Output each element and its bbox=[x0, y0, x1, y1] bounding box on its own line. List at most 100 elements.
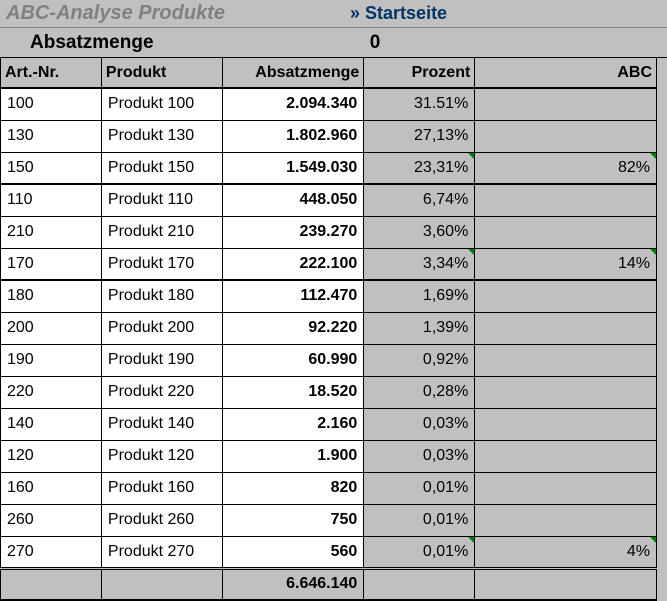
cell-prozent[interactable]: 1,69% bbox=[364, 280, 475, 312]
cell-abc[interactable] bbox=[475, 184, 657, 216]
cell-abc[interactable] bbox=[475, 344, 657, 376]
cell-prozent[interactable]: 27,13% bbox=[364, 120, 475, 152]
cell-abc[interactable] bbox=[475, 440, 657, 472]
cell-prozent[interactable]: 6,74% bbox=[364, 184, 475, 216]
cell-prozent[interactable]: 3,60% bbox=[364, 216, 475, 248]
table-row[interactable]: 100Produkt 1002.094.34031.51% bbox=[1, 88, 657, 120]
cell-menge[interactable]: 1.802.960 bbox=[223, 120, 364, 152]
cell-art[interactable]: 270 bbox=[1, 536, 102, 568]
table-row[interactable]: 130Produkt 1301.802.96027,13% bbox=[1, 120, 657, 152]
cell-abc[interactable] bbox=[475, 472, 657, 504]
cell-art[interactable]: 210 bbox=[1, 216, 102, 248]
cell-prozent[interactable]: 3,34% bbox=[364, 248, 475, 280]
cell-produkt[interactable]: Produkt 210 bbox=[101, 216, 222, 248]
cell-produkt[interactable]: Produkt 260 bbox=[101, 504, 222, 536]
table-row[interactable]: 150Produkt 1501.549.03023,31%82% bbox=[1, 152, 657, 184]
cell-produkt[interactable]: Produkt 200 bbox=[101, 312, 222, 344]
cell-art[interactable]: 180 bbox=[1, 280, 102, 312]
cell-prozent[interactable]: 23,31% bbox=[364, 152, 475, 184]
cell-menge[interactable]: 750 bbox=[223, 504, 364, 536]
cell-abc[interactable] bbox=[475, 88, 657, 120]
cell-menge[interactable]: 60.990 bbox=[223, 344, 364, 376]
table-row[interactable]: 170Produkt 170222.1003,34%14% bbox=[1, 248, 657, 280]
cell-art[interactable]: 130 bbox=[1, 120, 102, 152]
table-row[interactable]: 110Produkt 110448.0506,74% bbox=[1, 184, 657, 216]
cell-abc[interactable] bbox=[475, 280, 657, 312]
cell-prozent[interactable]: 0,28% bbox=[364, 376, 475, 408]
cell-prozent[interactable]: 0,01% bbox=[364, 472, 475, 504]
cell-menge[interactable]: 222.100 bbox=[223, 248, 364, 280]
cell-menge[interactable]: 2.160 bbox=[223, 408, 364, 440]
col-header-menge[interactable]: Absatzmenge bbox=[223, 58, 364, 88]
cell-menge[interactable]: 18.520 bbox=[223, 376, 364, 408]
cell-art[interactable]: 200 bbox=[1, 312, 102, 344]
table-row[interactable]: 180Produkt 180112.4701,69% bbox=[1, 280, 657, 312]
cell-menge[interactable]: 1.900 bbox=[223, 440, 364, 472]
cell-produkt[interactable]: Produkt 170 bbox=[101, 248, 222, 280]
table-row[interactable]: 270Produkt 2705600,01%4% bbox=[1, 536, 657, 568]
table-row[interactable]: 210Produkt 210239.2703,60% bbox=[1, 216, 657, 248]
cell-produkt[interactable]: Produkt 270 bbox=[101, 536, 222, 568]
cell-prozent[interactable]: 1,39% bbox=[364, 312, 475, 344]
table-row[interactable]: 160Produkt 1608200,01% bbox=[1, 472, 657, 504]
cell-produkt[interactable]: Produkt 120 bbox=[101, 440, 222, 472]
col-header-produkt[interactable]: Produkt bbox=[101, 58, 222, 88]
cell-art[interactable]: 160 bbox=[1, 472, 102, 504]
abc-table: Art.-Nr. Produkt Absatzmenge Prozent ABC… bbox=[0, 58, 657, 601]
subheader-value: 0 bbox=[355, 32, 395, 54]
cell-art[interactable]: 170 bbox=[1, 248, 102, 280]
col-header-art[interactable]: Art.-Nr. bbox=[1, 58, 102, 88]
cell-abc[interactable] bbox=[475, 376, 657, 408]
table-row[interactable]: 260Produkt 2607500,01% bbox=[1, 504, 657, 536]
cell-produkt[interactable]: Produkt 100 bbox=[101, 88, 222, 120]
cell-menge[interactable]: 448.050 bbox=[223, 184, 364, 216]
table-row[interactable]: 220Produkt 22018.5200,28% bbox=[1, 376, 657, 408]
cell-menge[interactable]: 820 bbox=[223, 472, 364, 504]
cell-abc[interactable] bbox=[475, 216, 657, 248]
cell-menge[interactable]: 112.470 bbox=[223, 280, 364, 312]
col-header-abc[interactable]: ABC bbox=[475, 58, 657, 88]
cell-abc[interactable] bbox=[475, 504, 657, 536]
table-row[interactable]: 140Produkt 1402.1600,03% bbox=[1, 408, 657, 440]
cell-prozent[interactable]: 0,01% bbox=[364, 504, 475, 536]
cell-produkt[interactable]: Produkt 130 bbox=[101, 120, 222, 152]
cell-prozent[interactable]: 0,01% bbox=[364, 536, 475, 568]
table-row[interactable]: 120Produkt 1201.9000,03% bbox=[1, 440, 657, 472]
home-link-label: Startseite bbox=[365, 3, 447, 23]
cell-menge[interactable]: 239.270 bbox=[223, 216, 364, 248]
cell-art[interactable]: 260 bbox=[1, 504, 102, 536]
home-link[interactable]: » Startseite bbox=[340, 3, 447, 24]
cell-art[interactable]: 150 bbox=[1, 152, 102, 184]
table-header-row: Art.-Nr. Produkt Absatzmenge Prozent ABC bbox=[1, 58, 657, 88]
col-header-prozent[interactable]: Prozent bbox=[364, 58, 475, 88]
cell-abc[interactable] bbox=[475, 120, 657, 152]
cell-abc[interactable]: 4% bbox=[475, 536, 657, 568]
cell-produkt[interactable]: Produkt 110 bbox=[101, 184, 222, 216]
cell-art[interactable]: 190 bbox=[1, 344, 102, 376]
cell-prozent[interactable]: 0,03% bbox=[364, 408, 475, 440]
cell-menge[interactable]: 92.220 bbox=[223, 312, 364, 344]
cell-prozent[interactable]: 0,03% bbox=[364, 440, 475, 472]
cell-menge[interactable]: 2.094.340 bbox=[223, 88, 364, 120]
cell-abc[interactable]: 82% bbox=[475, 152, 657, 184]
cell-art[interactable]: 110 bbox=[1, 184, 102, 216]
cell-art[interactable]: 140 bbox=[1, 408, 102, 440]
table-row[interactable]: 200Produkt 20092.2201,39% bbox=[1, 312, 657, 344]
cell-produkt[interactable]: Produkt 180 bbox=[101, 280, 222, 312]
table-row[interactable]: 190Produkt 19060.9900,92% bbox=[1, 344, 657, 376]
cell-menge[interactable]: 1.549.030 bbox=[223, 152, 364, 184]
cell-abc[interactable] bbox=[475, 408, 657, 440]
cell-produkt[interactable]: Produkt 190 bbox=[101, 344, 222, 376]
cell-art[interactable]: 220 bbox=[1, 376, 102, 408]
cell-prozent[interactable]: 0,92% bbox=[364, 344, 475, 376]
cell-abc[interactable] bbox=[475, 312, 657, 344]
cell-abc[interactable]: 14% bbox=[475, 248, 657, 280]
cell-art[interactable]: 100 bbox=[1, 88, 102, 120]
cell-produkt[interactable]: Produkt 220 bbox=[101, 376, 222, 408]
cell-prozent[interactable]: 31.51% bbox=[364, 88, 475, 120]
cell-art[interactable]: 120 bbox=[1, 440, 102, 472]
cell-produkt[interactable]: Produkt 150 bbox=[101, 152, 222, 184]
cell-produkt[interactable]: Produkt 160 bbox=[101, 472, 222, 504]
cell-produkt[interactable]: Produkt 140 bbox=[101, 408, 222, 440]
cell-menge[interactable]: 560 bbox=[223, 536, 364, 568]
